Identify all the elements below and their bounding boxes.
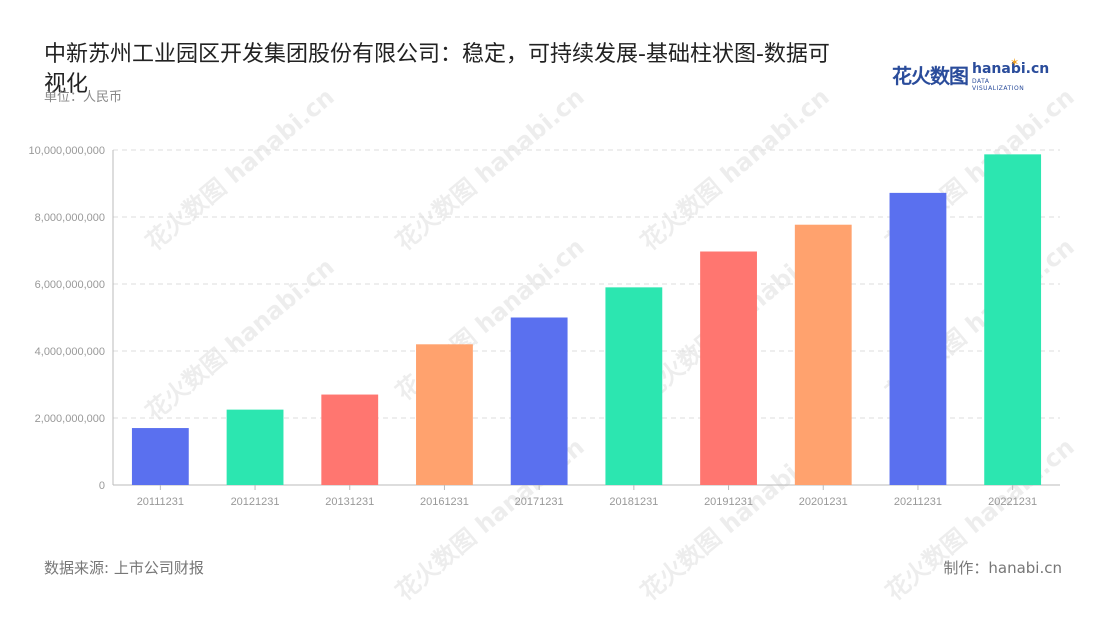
y-tick-label: 2,000,000,000 [35,413,105,425]
logo-text-cn: 花火数图 [892,64,969,88]
data-source: 数据来源: 上市公司财报 [44,559,204,577]
y-tick-label: 4,000,000,000 [35,346,105,358]
bar [984,154,1042,486]
logo-subtitle: DATA VISUALIZATION [972,78,1025,92]
brand-logo: 花火数图 hanabi.cn DATA VISUALIZATION ✶ [892,56,1049,92]
chart-title: 中新苏州工业园区开发集团股份有限公司：稳定，可持续发展-基础柱状图-数据可视化 [44,42,830,97]
x-tick-label: 20161231 [420,496,469,508]
bar [605,287,663,485]
unit-label: 单位：人民币 [44,90,123,105]
bar [226,409,284,485]
bar [321,394,379,485]
y-tick-label: 0 [99,480,105,492]
x-tick-label: 20181231 [609,496,658,508]
credit: 制作：hanabi.cn [943,559,1062,577]
x-tick-label: 20201231 [799,496,848,508]
bar [510,317,568,485]
bar [131,428,189,485]
logo-text-en: hanabi.cn [972,61,1050,77]
sparkle-icon: ✶ [1010,56,1020,69]
y-tick-label: 6,000,000,000 [35,279,105,291]
bar [794,224,852,485]
bar [889,192,947,485]
x-tick-label: 20191231 [704,496,753,508]
x-tick-label: 20171231 [515,496,564,508]
x-tick-label: 20121231 [231,496,280,508]
x-tick-label: 20111231 [137,496,184,508]
x-tick-label: 20131231 [325,496,374,508]
bar [700,251,757,485]
y-tick-label: 10,000,000,000 [29,145,105,157]
bar [416,344,473,485]
x-tick-label: 20211231 [894,496,942,508]
y-tick-label: 8,000,000,000 [35,212,105,224]
x-tick-label: 20221231 [988,496,1037,508]
